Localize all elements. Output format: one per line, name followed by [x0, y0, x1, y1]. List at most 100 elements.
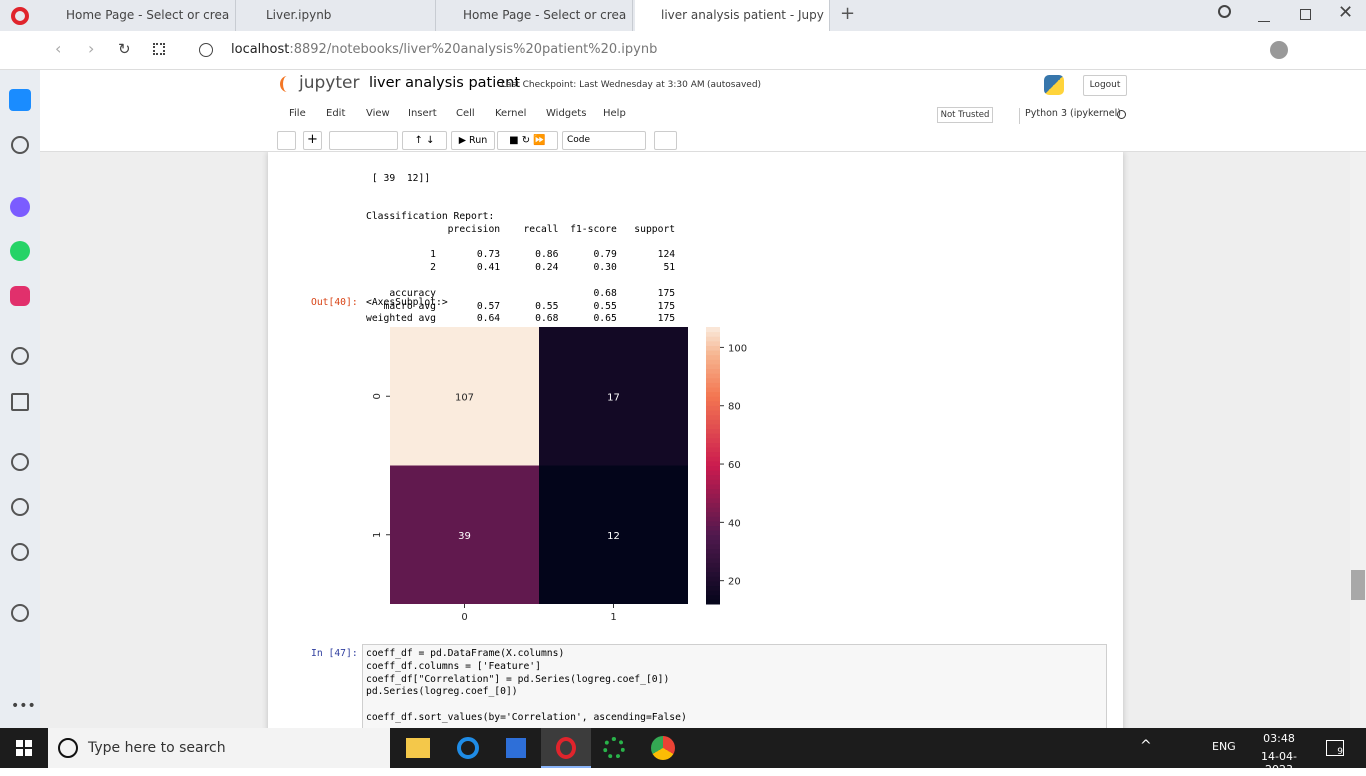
report-output: [ 39 12]] Classification Report: precisi… — [366, 152, 675, 326]
notifications[interactable]: 9 — [1326, 740, 1344, 757]
more[interactable]: ••• — [11, 698, 36, 714]
colorbar-segment — [706, 368, 720, 374]
colorbar-segment — [706, 520, 720, 527]
forward[interactable]: › — [88, 39, 95, 58]
colorbar-segment — [706, 400, 720, 406]
date[interactable]: 14-04-2023 — [1261, 750, 1297, 776]
code-line: coeff_df.sort_values(by='Correlation', a… — [366, 711, 687, 723]
colorbar-segment — [706, 576, 720, 582]
trusted-indicator[interactable]: Not Trusted — [937, 107, 993, 123]
colorbar-segment — [706, 460, 720, 466]
colorbar-segment — [706, 433, 720, 439]
time[interactable]: 03:48 — [1263, 732, 1295, 745]
start-button[interactable] — [16, 740, 32, 756]
colorbar-segment — [706, 567, 720, 573]
menu-item[interactable]: Widgets — [546, 108, 587, 119]
notebook-name[interactable]: liver analysis patient — [369, 75, 521, 91]
report-line: 2 0.41 0.24 0.30 51 — [366, 262, 676, 274]
y-tick-label: 1 — [372, 532, 383, 538]
chrome-icon[interactable] — [651, 736, 675, 760]
search-tabs[interactable] — [1218, 5, 1231, 18]
history-icon[interactable] — [11, 498, 29, 516]
menu-item[interactable]: Kernel — [495, 108, 527, 119]
menu-item[interactable]: Insert — [408, 108, 437, 119]
colorbar-label: 20 — [728, 577, 741, 588]
site-info[interactable] — [199, 43, 213, 57]
kernel-buttons[interactable]: ■ ↻ ⏩ — [497, 131, 558, 150]
move-buttons[interactable]: ↑ ↓ — [402, 131, 447, 150]
heatmap-cell — [390, 327, 539, 466]
colorbar-segment — [706, 350, 720, 356]
tab[interactable]: Liver.ipynb — [240, 0, 436, 31]
language[interactable]: ENG — [1212, 740, 1236, 753]
whatsapp-icon[interactable] — [10, 241, 30, 261]
insert-button[interactable]: + — [303, 131, 322, 150]
tab[interactable]: Home Page - Select or crea — [437, 0, 633, 31]
tray-up[interactable]: ^ — [1140, 738, 1152, 754]
logout-button[interactable]: Logout — [1083, 75, 1127, 96]
clipboard-buttons[interactable] — [329, 131, 398, 150]
tips-icon[interactable] — [11, 604, 29, 622]
minimize[interactable] — [1258, 21, 1270, 22]
scrollbar[interactable] — [1350, 152, 1366, 728]
colorbar-segment — [706, 543, 720, 550]
edge-icon[interactable] — [457, 737, 479, 759]
colorbar-segment — [706, 414, 720, 420]
bookmarks-icon[interactable] — [11, 136, 29, 154]
matrix-line: [ 39 12]] — [366, 172, 431, 184]
speed-dial[interactable] — [153, 43, 165, 55]
keyboard-button[interactable] — [654, 131, 677, 150]
search-text: Type here to search — [88, 740, 226, 756]
save-button[interactable] — [277, 131, 296, 150]
colorbar-segment — [706, 493, 720, 499]
code-cell[interactable]: coeff_df = pd.DataFrame(X.columns) coeff_… — [362, 644, 1107, 728]
send-icon[interactable] — [11, 393, 29, 411]
back[interactable]: ‹ — [55, 39, 62, 58]
colorbar-segment — [706, 599, 720, 605]
url[interactable]: localhost:8892/notebooks/liver%20analysi… — [231, 42, 657, 57]
opera-logo[interactable] — [11, 7, 29, 25]
favorites-icon[interactable] — [11, 453, 29, 471]
notebook-container: [ 39 12]] Classification Report: precisi… — [268, 152, 1123, 728]
colorbar-segment — [706, 516, 720, 522]
jupyter-task-icon[interactable] — [603, 737, 625, 759]
colorbar-segment — [706, 488, 720, 494]
run-button[interactable]: ▶ Run — [451, 131, 495, 150]
code-line: coeff_df.columns = ['Feature'] — [366, 660, 541, 672]
report-block: Classification Report: precision recall … — [366, 211, 675, 237]
report-line: Classification Report: — [366, 210, 495, 222]
tab[interactable]: Home Page - Select or crea — [40, 0, 236, 31]
messenger-icon[interactable] — [10, 197, 30, 217]
menu-item[interactable]: View — [366, 108, 390, 119]
new-tab[interactable]: + — [840, 3, 856, 24]
close[interactable]: ✕ — [1338, 2, 1354, 23]
player-icon[interactable] — [11, 347, 29, 365]
jupyter-logo[interactable]: jupyter — [299, 73, 360, 93]
tab[interactable]: liver analysis patient - Jupy — [635, 0, 830, 31]
menu-item[interactable]: Edit — [326, 108, 346, 119]
colorbar-segment — [706, 451, 720, 457]
out-repr: <AxesSubplot:> — [366, 297, 448, 308]
instagram-icon[interactable] — [10, 286, 30, 306]
menu-item[interactable]: Help — [603, 108, 626, 119]
report-block: accuracy 0.68 175 macro avg 0.57 0.55 0.… — [366, 288, 675, 326]
colorbar-label: 40 — [728, 518, 741, 529]
reload[interactable]: ↻ — [118, 40, 131, 58]
menu-item[interactable]: Cell — [456, 108, 475, 119]
settings-icon[interactable] — [11, 543, 29, 561]
menu-item[interactable]: File — [289, 108, 306, 119]
code-line: pd.Series(logreg.coef_[0]) — [366, 686, 518, 698]
explorer-icon[interactable] — [406, 738, 430, 758]
opera-task[interactable] — [541, 728, 591, 768]
maximize[interactable] — [1300, 9, 1311, 20]
profile[interactable] — [1270, 41, 1288, 59]
colorbar-segment — [706, 419, 720, 425]
cell-type-select[interactable]: Code — [562, 131, 646, 150]
search-box[interactable]: Type here to search — [48, 728, 390, 768]
colorbar-segment — [706, 594, 720, 600]
home-icon[interactable] — [9, 89, 31, 111]
in-prompt: In [47]: — [311, 648, 358, 659]
store-icon[interactable] — [506, 738, 526, 758]
scroll-thumb[interactable] — [1351, 570, 1365, 600]
